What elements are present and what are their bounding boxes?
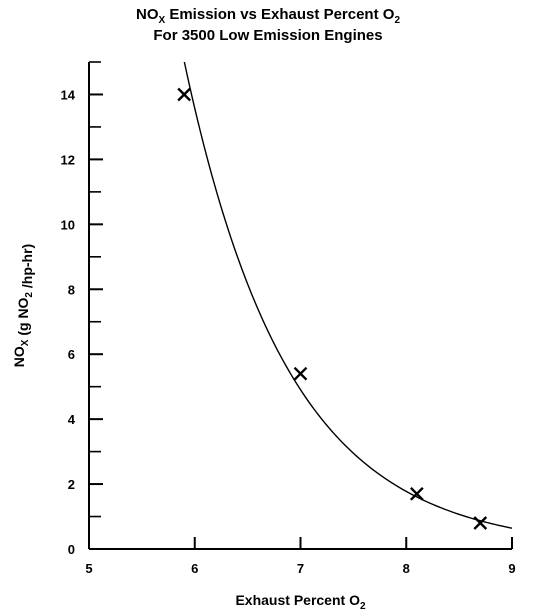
marker-stroke	[177, 87, 192, 102]
data-point-marker	[177, 87, 192, 102]
x-tick-label: 9	[508, 561, 515, 576]
marker-stroke	[293, 366, 308, 381]
y-tick-label: 6	[68, 347, 75, 362]
y-tick-label: 14	[61, 87, 76, 102]
x-tick-label: 6	[191, 561, 198, 576]
y-axis-label: NOX (g NO2 /hp-hr)	[11, 244, 35, 367]
x-tick-label: 7	[297, 561, 304, 576]
x-tick-label: 8	[403, 561, 410, 576]
data-point-marker	[473, 516, 488, 530]
y-tick-label: 12	[61, 152, 75, 167]
data-point-marker	[409, 486, 424, 501]
y-tick-label: 2	[68, 477, 75, 492]
y-tick-label: 4	[68, 412, 76, 427]
marker-stroke	[409, 486, 424, 501]
y-tick-label: 8	[68, 282, 75, 297]
x-axis-label: Exhaust Percent O2	[235, 592, 366, 612]
chart-title-suffix-sub: 2	[394, 15, 400, 26]
chart-title-middle: Emission vs Exhaust Percent O	[165, 6, 395, 23]
chart-title-prefix: NO	[136, 6, 159, 23]
x-tick-label: 5	[85, 561, 92, 576]
chart-subtitle: For 3500 Low Emission Engines	[153, 27, 383, 44]
fit-curve	[183, 61, 513, 529]
data-point-marker	[293, 366, 308, 381]
tick-marks	[88, 61, 513, 550]
y-tick-label: 0	[68, 542, 75, 557]
chart-title: NOX Emission vs Exhaust Percent O2	[0, 6, 536, 26]
axes	[88, 62, 512, 550]
chart-title-prefix-sub: X	[158, 15, 166, 26]
data-points	[177, 87, 488, 530]
tick-labels: 0 2 4 6 8 10 12 14 5 6 7 8 9	[61, 87, 516, 576]
marker-stroke	[473, 516, 488, 530]
y-tick-label: 10	[61, 217, 75, 232]
